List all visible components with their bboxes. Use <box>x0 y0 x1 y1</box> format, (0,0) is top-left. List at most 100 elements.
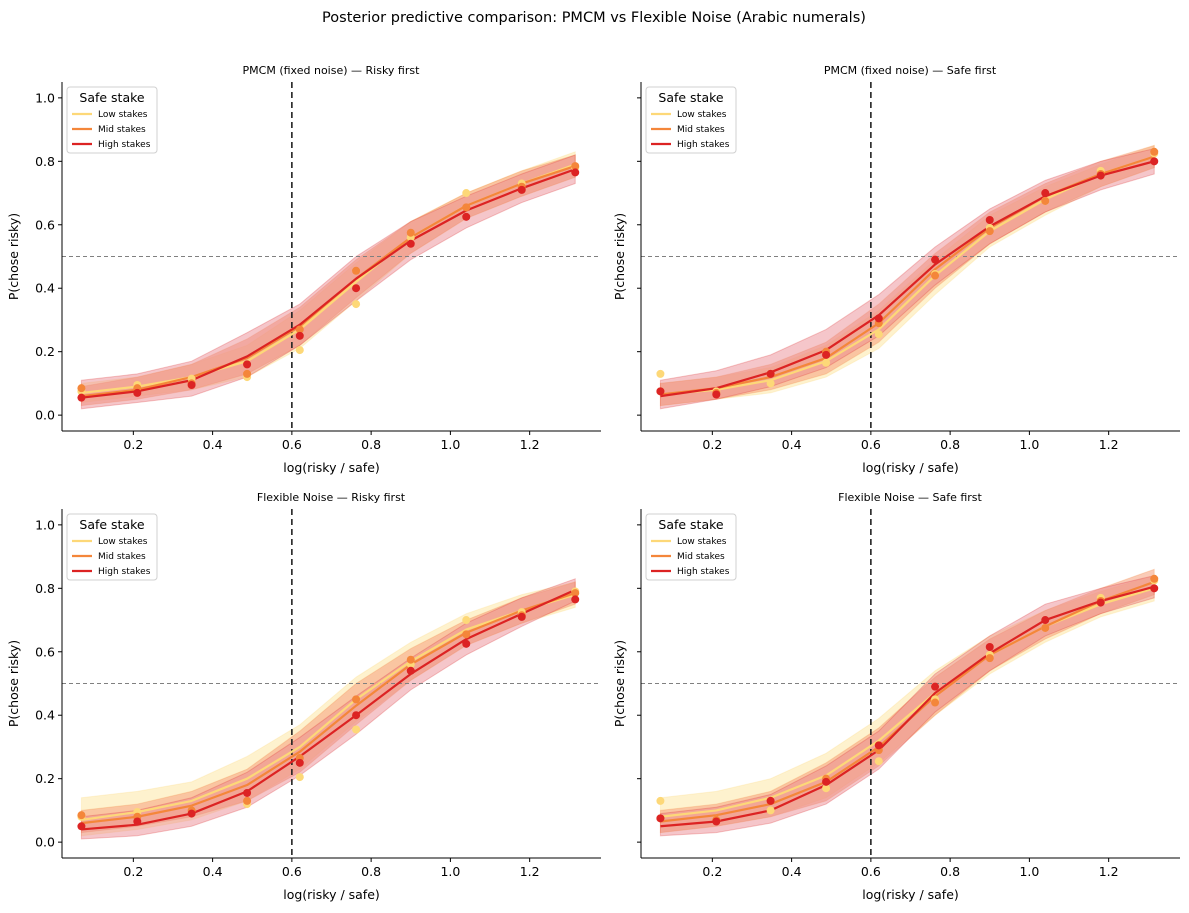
x-tick-label: 1.0 <box>440 437 460 452</box>
line-mid <box>81 592 576 825</box>
legend-label-mid: Mid stakes <box>677 125 725 135</box>
point-mid <box>462 630 471 639</box>
point-mid <box>352 695 361 704</box>
y-tick-label: 0.2 <box>35 344 55 359</box>
line-high <box>660 160 1155 398</box>
point-high <box>406 666 415 675</box>
point-mid <box>1041 196 1050 205</box>
point-low <box>352 300 361 309</box>
y-tick-label: 0.4 <box>35 708 55 723</box>
point-high <box>406 239 415 248</box>
point-high <box>295 758 304 767</box>
legend-box <box>66 86 158 154</box>
x-axis-label: log(risky / safe) <box>283 460 380 475</box>
point-low <box>822 784 831 793</box>
point-low <box>822 358 831 367</box>
point-high <box>517 612 526 621</box>
x-axis-label: log(risky / safe) <box>862 460 959 475</box>
point-high <box>1150 584 1159 593</box>
point-high <box>766 369 775 378</box>
legend-label-high: High stakes <box>677 567 730 577</box>
point-high <box>187 380 196 389</box>
point-high <box>352 284 361 293</box>
point-low <box>766 806 775 815</box>
point-mid <box>243 369 252 378</box>
point-mid <box>295 325 304 334</box>
point-mid <box>77 384 86 393</box>
y-tick-label: 0.6 <box>35 217 55 232</box>
x-tick-label: 0.6 <box>282 864 302 879</box>
y-tick-label: 0.6 <box>35 644 55 659</box>
point-high <box>931 682 940 691</box>
legend-label-low: Low stakes <box>98 537 148 547</box>
point-high <box>352 711 361 720</box>
x-tick-label: 1.0 <box>1019 864 1039 879</box>
x-tick-label: 1.2 <box>520 864 540 879</box>
point-high <box>571 595 580 604</box>
point-high <box>295 331 304 340</box>
y-tick-label: 0.2 <box>35 771 55 786</box>
point-low <box>295 773 304 782</box>
point-low <box>656 796 665 805</box>
x-tick-label: 0.8 <box>940 864 960 879</box>
legend-title: Safe stake <box>658 517 724 532</box>
legend-box <box>645 86 737 154</box>
x-tick-label: 0.6 <box>861 864 881 879</box>
point-high <box>187 809 196 818</box>
point-high <box>133 388 142 397</box>
legend-label-mid: Mid stakes <box>98 552 146 562</box>
panel-title: Flexible Noise — Risky first <box>257 491 406 504</box>
point-high <box>77 822 86 831</box>
y-axis-label: P(chose risky) <box>612 640 627 727</box>
legend-title: Safe stake <box>79 517 145 532</box>
point-mid <box>406 228 415 237</box>
point-high <box>656 387 665 396</box>
point-high <box>77 393 86 402</box>
legend-box <box>645 513 737 581</box>
point-high <box>656 814 665 823</box>
x-tick-label: 0.6 <box>861 437 881 452</box>
x-tick-label: 1.0 <box>440 864 460 879</box>
point-mid <box>243 796 252 805</box>
band-mid <box>659 568 1155 834</box>
point-low <box>352 725 361 734</box>
y-tick-label: 0.8 <box>35 154 55 169</box>
point-mid <box>571 162 580 171</box>
line-low <box>660 587 1155 818</box>
x-tick-label: 0.2 <box>702 437 722 452</box>
x-tick-label: 0.2 <box>123 437 143 452</box>
x-tick-label: 1.0 <box>1019 437 1039 452</box>
x-tick-label: 1.2 <box>520 437 540 452</box>
band-high <box>659 574 1155 837</box>
panel-title: PMCM (fixed noise) — Safe first <box>824 64 997 77</box>
point-high <box>571 168 580 177</box>
legend-title: Safe stake <box>79 90 145 105</box>
point-mid <box>1041 623 1050 632</box>
band-mid <box>659 144 1155 407</box>
line-low <box>81 593 576 822</box>
legend-label-high: High stakes <box>98 567 151 577</box>
y-axis-label: P(chose risky) <box>6 213 21 300</box>
point-low <box>874 330 883 339</box>
x-tick-label: 0.8 <box>940 437 960 452</box>
point-high <box>985 643 994 652</box>
point-high <box>985 216 994 225</box>
legend-label-mid: Mid stakes <box>98 125 146 135</box>
x-tick-label: 0.4 <box>203 437 223 452</box>
point-mid <box>931 698 940 707</box>
point-high <box>133 817 142 826</box>
legend-box <box>66 513 158 581</box>
panel-title: Flexible Noise — Safe first <box>838 491 982 504</box>
y-tick-label: 0.0 <box>35 835 55 850</box>
point-mid <box>1150 147 1159 156</box>
x-tick-label: 0.4 <box>782 437 802 452</box>
point-low <box>462 189 471 198</box>
point-high <box>1096 598 1105 607</box>
legend-label-high: High stakes <box>98 140 151 150</box>
y-tick-label: 0.8 <box>35 581 55 596</box>
point-high <box>712 390 721 399</box>
x-axis-label: log(risky / safe) <box>283 887 380 902</box>
x-tick-label: 0.2 <box>702 864 722 879</box>
point-mid <box>571 589 580 598</box>
